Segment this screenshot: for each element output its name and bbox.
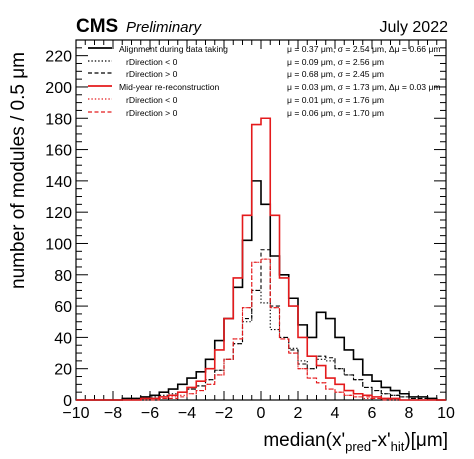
- y-tick-label: 0: [63, 393, 72, 410]
- legend-name-2: rDirection > 0: [126, 69, 178, 79]
- x-tick-label: 10: [437, 405, 455, 422]
- x-tick-label: −2: [215, 405, 233, 422]
- y-tick-label: 160: [45, 143, 72, 160]
- x-tick-label: 2: [294, 405, 303, 422]
- legend-name-0: Alignment during data taking: [119, 44, 228, 54]
- y-tick-label: 80: [54, 268, 72, 285]
- legend: Alignment during data taking μ = 0.37 μm,…: [88, 44, 441, 118]
- y-tick-label: 120: [45, 205, 72, 222]
- legend-stats-1: μ = 0.09 μm, σ = 2.56 μm: [287, 57, 384, 67]
- y-tick-label: 180: [45, 111, 72, 128]
- series-5-histogram: [76, 258, 446, 401]
- cms-label: CMS: [76, 16, 118, 37]
- series-0-histogram: [76, 180, 446, 401]
- x-tick-label: 6: [368, 405, 377, 422]
- y-tick-label: 100: [45, 236, 72, 253]
- legend-stats-4: μ = 0.01 μm, σ = 1.76 μm: [287, 95, 384, 105]
- legend-stats-0: μ = 0.37 μm, σ = 2.54 μm, Δμ = 0.66 μm: [287, 44, 441, 54]
- x-tick-label: −10: [62, 405, 89, 422]
- y-tick-label: 200: [45, 80, 72, 97]
- x-tick-label: 8: [405, 405, 414, 422]
- y-tick-label: 220: [45, 49, 72, 66]
- date-label: July 2022: [380, 19, 449, 36]
- series-2-histogram: [76, 249, 446, 401]
- legend-stats-3: μ = 0.03 μm, σ = 1.73 μm, Δμ = 0.03 μm: [287, 82, 441, 92]
- y-tick-label: 20: [54, 362, 72, 379]
- x-tick-label: −4: [178, 405, 196, 422]
- legend-stats-5: μ = 0.06 μm, σ = 1.70 μm: [287, 108, 384, 118]
- plot-area: −10 −8 −6 −4 −2 0 2 4 6 8 100204060801001201401601…: [45, 39, 455, 422]
- legend-name-4: rDirection < 0: [126, 95, 178, 105]
- legend-stats-2: μ = 0.68 μm, σ = 2.45 μm: [287, 69, 384, 79]
- legend-name-5: rDirection > 0: [126, 108, 178, 118]
- x-axis-label: median(x'pred-x'hit)[μm]: [263, 430, 448, 454]
- series-1-histogram: [76, 289, 446, 401]
- x-tick-label: −8: [104, 405, 122, 422]
- y-axis-label: number of modules / 0.5 μm: [8, 52, 29, 289]
- legend-name-1: rDirection < 0: [126, 57, 178, 67]
- plot-frame: [75, 39, 447, 401]
- x-tick-label: −6: [141, 405, 159, 422]
- legend-name-3: Mid-year re-reconstruction: [119, 82, 220, 92]
- y-tick-label: 40: [54, 330, 72, 347]
- series-3-histogram: [76, 117, 446, 401]
- x-tick-label: 4: [331, 405, 340, 422]
- x-tick-label: 0: [257, 405, 266, 422]
- preliminary-label: Preliminary: [126, 19, 203, 36]
- y-tick-label: 60: [54, 299, 72, 316]
- y-tick-label: 140: [45, 174, 72, 191]
